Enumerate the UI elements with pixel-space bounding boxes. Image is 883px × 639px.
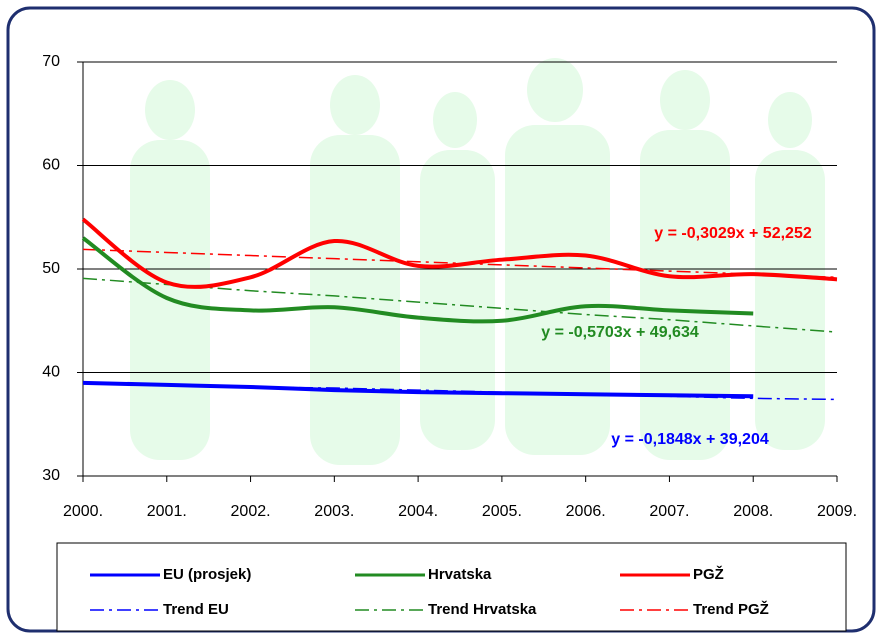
y-tick-label: 60 xyxy=(42,157,60,174)
legend-label: Trend Hrvatska xyxy=(428,601,537,618)
trendline-equation: y = -0,1848x + 39,204 xyxy=(611,431,769,448)
x-tick-label: 2006. xyxy=(566,503,606,520)
x-tick-label: 2004. xyxy=(398,503,438,520)
x-tick-label: 2001. xyxy=(147,503,187,520)
trendline-equation: y = -0,3029x + 52,252 xyxy=(654,225,812,242)
x-tick-label: 2003. xyxy=(314,503,354,520)
x-tick-label: 2008. xyxy=(733,503,773,520)
y-tick-label: 30 xyxy=(42,467,60,484)
x-tick-label: 2009. xyxy=(817,503,857,520)
legend-label: EU (prosjek) xyxy=(163,566,251,583)
x-tick-label: 2002. xyxy=(231,503,271,520)
legend-label: Trend EU xyxy=(163,601,229,618)
chart: EU (prosjek) Hrvatska PGŽ Trend EU Trend Hrv… xyxy=(0,0,883,639)
legend-label: Trend PGŽ xyxy=(693,600,769,618)
x-tick-label: 2005. xyxy=(482,503,522,520)
y-tick-label: 40 xyxy=(42,364,60,381)
legend-label: Hrvatska xyxy=(428,566,492,583)
legend: EU (prosjek) Hrvatska PGŽ Trend EU Trend Hrv… xyxy=(57,543,846,631)
y-tick-label: 50 xyxy=(42,260,60,277)
y-tick-label: 70 xyxy=(42,53,60,70)
x-tick-label: 2000. xyxy=(63,503,103,520)
x-tick-label: 2007. xyxy=(649,503,689,520)
trendline-equation: y = -0,5703x + 49,634 xyxy=(541,324,699,341)
legend-label: PGŽ xyxy=(693,565,724,583)
